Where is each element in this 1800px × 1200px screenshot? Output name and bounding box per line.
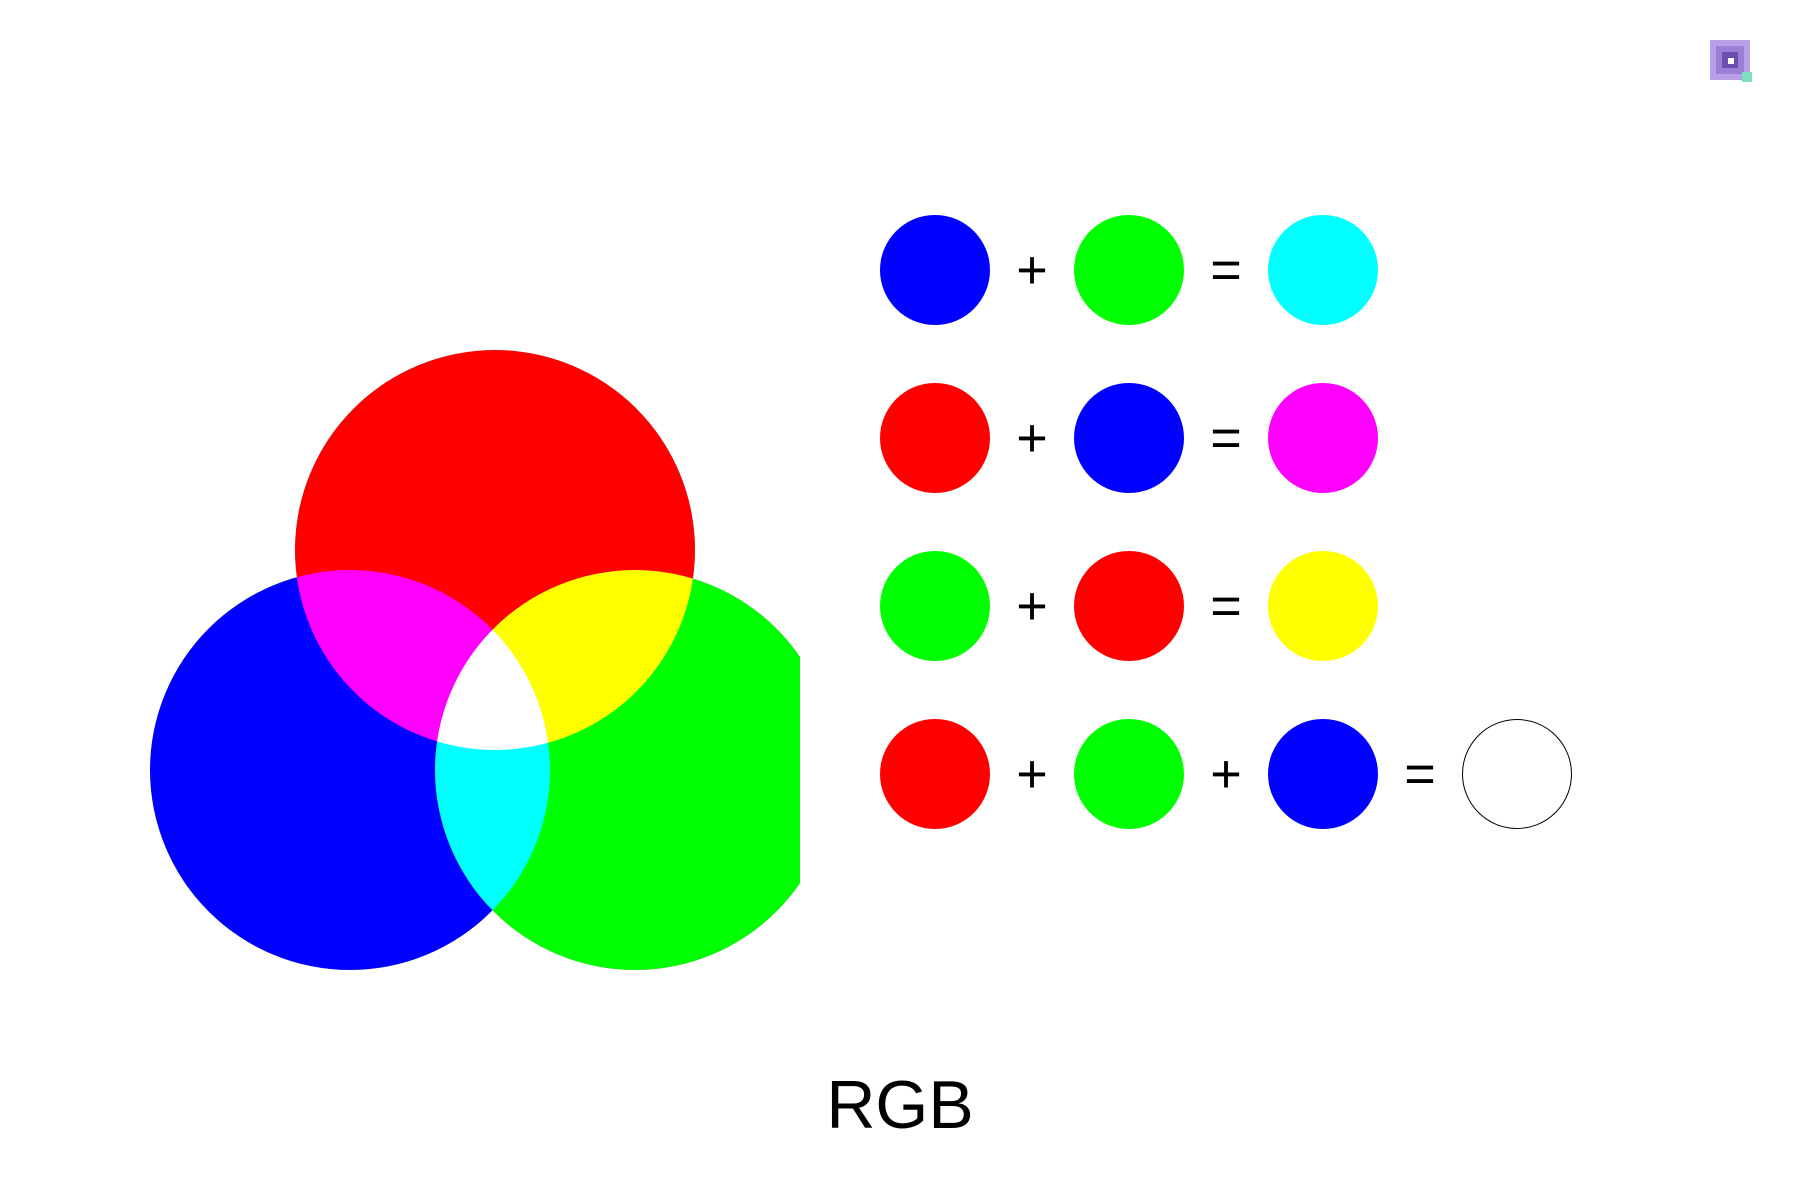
color-swatch-green (1074, 719, 1184, 829)
color-swatch-magenta (1268, 383, 1378, 493)
operator-equals: = (1208, 575, 1244, 637)
color-swatch-blue (1268, 719, 1378, 829)
operator-equals: = (1402, 743, 1438, 805)
caption-text: RGB (0, 1066, 1800, 1144)
venn-diagram (80, 190, 800, 830)
venn-svg (80, 190, 800, 990)
equation-row: += (880, 383, 1572, 493)
operator-plus: + (1014, 743, 1050, 805)
equation-row: += (880, 551, 1572, 661)
operator-plus: + (1208, 743, 1244, 805)
color-swatch-green (880, 551, 990, 661)
operator-plus: + (1014, 407, 1050, 469)
color-swatch-red (1074, 551, 1184, 661)
color-swatch-blue (880, 215, 990, 325)
operator-plus: + (1014, 575, 1050, 637)
color-swatch-blue (1074, 383, 1184, 493)
equation-row: + + = (880, 719, 1572, 829)
color-swatch-cyan (1268, 215, 1378, 325)
equation-list: +=+=+=++= (880, 215, 1572, 829)
color-swatch-white (1462, 719, 1572, 829)
logo-icon (1702, 32, 1758, 88)
operator-plus: + (1014, 239, 1050, 301)
color-swatch-red (880, 719, 990, 829)
equation-row: += (880, 215, 1572, 325)
color-swatch-yellow (1268, 551, 1378, 661)
operator-equals: = (1208, 239, 1244, 301)
color-swatch-green (1074, 215, 1184, 325)
color-swatch-red (880, 383, 990, 493)
operator-equals: = (1208, 407, 1244, 469)
